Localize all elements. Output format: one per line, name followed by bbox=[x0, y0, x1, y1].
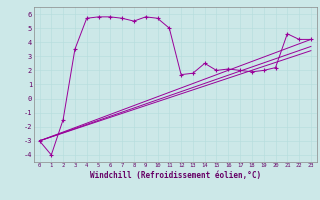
X-axis label: Windchill (Refroidissement éolien,°C): Windchill (Refroidissement éolien,°C) bbox=[90, 171, 261, 180]
